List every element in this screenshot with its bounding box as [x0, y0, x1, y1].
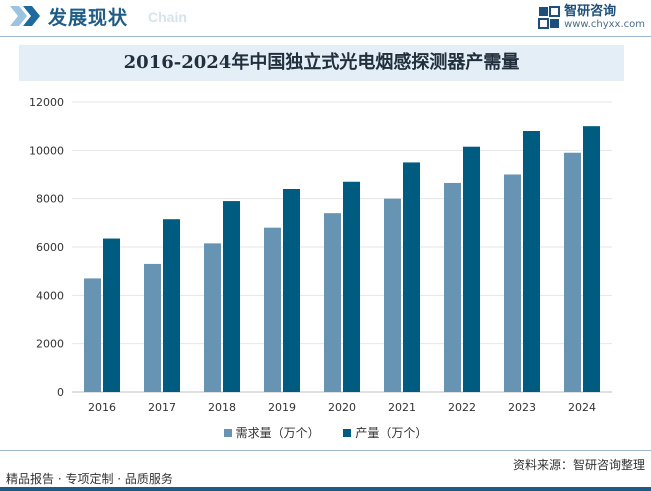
bar-demand-2021 — [384, 198, 401, 392]
bar-output-2017 — [163, 219, 180, 392]
y-tick-label: 2000 — [36, 338, 64, 351]
legend-swatch-demand — [223, 429, 232, 437]
x-tick-label: 2018 — [208, 401, 236, 414]
bar-demand-2018 — [204, 243, 221, 392]
x-tick-label: 2023 — [508, 401, 536, 414]
bar-output-2024 — [583, 126, 600, 392]
y-tick-label: 0 — [57, 386, 64, 399]
x-tick-label: 2022 — [448, 401, 476, 414]
source-note: 资料来源：智研咨询整理 — [512, 458, 645, 472]
bar-output-2016 — [103, 238, 120, 392]
double-chevron-icon — [10, 6, 40, 26]
bar-output-2021 — [403, 162, 420, 392]
x-tick-label: 2016 — [88, 401, 116, 414]
y-tick-label: 8000 — [36, 193, 64, 206]
bar-output-2019 — [283, 189, 300, 392]
legend-label-demand: 需求量（万个） — [235, 426, 320, 440]
y-tick-label: 4000 — [36, 289, 64, 302]
brand: 智研咨询 www.chyxx.com — [538, 4, 645, 31]
bar-output-2020 — [343, 181, 360, 392]
bar-demand-2016 — [84, 278, 101, 392]
bar-demand-2017 — [144, 263, 161, 392]
legend-item-demand: 需求量（万个） — [223, 424, 320, 441]
header-divider — [0, 36, 651, 37]
section-subtitle: Chain — [148, 9, 187, 25]
section-title: 发展现状 — [48, 7, 129, 29]
footer-divider — [0, 450, 651, 451]
legend-item-output: 产量（万个） — [343, 424, 427, 441]
legend-swatch-output — [343, 429, 352, 437]
bar-demand-2023 — [504, 174, 521, 392]
y-tick-label: 6000 — [36, 241, 64, 254]
bar-demand-2022 — [444, 182, 461, 392]
footer-band — [0, 487, 651, 491]
x-tick-label: 2024 — [568, 401, 596, 414]
bar-demand-2024 — [564, 152, 581, 392]
x-tick-label: 2021 — [388, 401, 416, 414]
bar-output-2023 — [523, 131, 540, 392]
header: 发展现状 Chain 智研咨询 www.chyxx.com — [0, 0, 651, 34]
y-tick-label: 12000 — [29, 96, 64, 109]
chart-title-bar: 2016-2024年中国独立式光电烟感探测器产需量 — [19, 45, 624, 81]
bar-demand-2020 — [324, 213, 341, 392]
x-tick-label: 2017 — [148, 401, 176, 414]
bar-demand-2019 — [264, 227, 281, 392]
x-tick-label: 2020 — [328, 401, 356, 414]
bar-chart: 0 2000 4000 6000 8000 10000 12000 2016 2017 2018 2… — [29, 96, 612, 414]
chart-title: 2016-2024年中国独立式光电烟感探测器产需量 — [123, 52, 520, 73]
chart-legend: 需求量（万个） 产量（万个） — [0, 424, 651, 441]
brand-logo-icon — [538, 6, 561, 29]
bar-output-2022 — [463, 146, 480, 392]
brand-url: www.chyxx.com — [564, 19, 645, 30]
footer-slogan: 精品报告 · 专项定制 · 品质服务 — [6, 472, 173, 486]
y-tick-label: 10000 — [29, 144, 64, 157]
bar-output-2018 — [223, 201, 240, 392]
legend-label-output: 产量（万个） — [355, 426, 428, 440]
brand-name: 智研咨询 — [564, 4, 617, 19]
x-tick-label: 2019 — [268, 401, 296, 414]
